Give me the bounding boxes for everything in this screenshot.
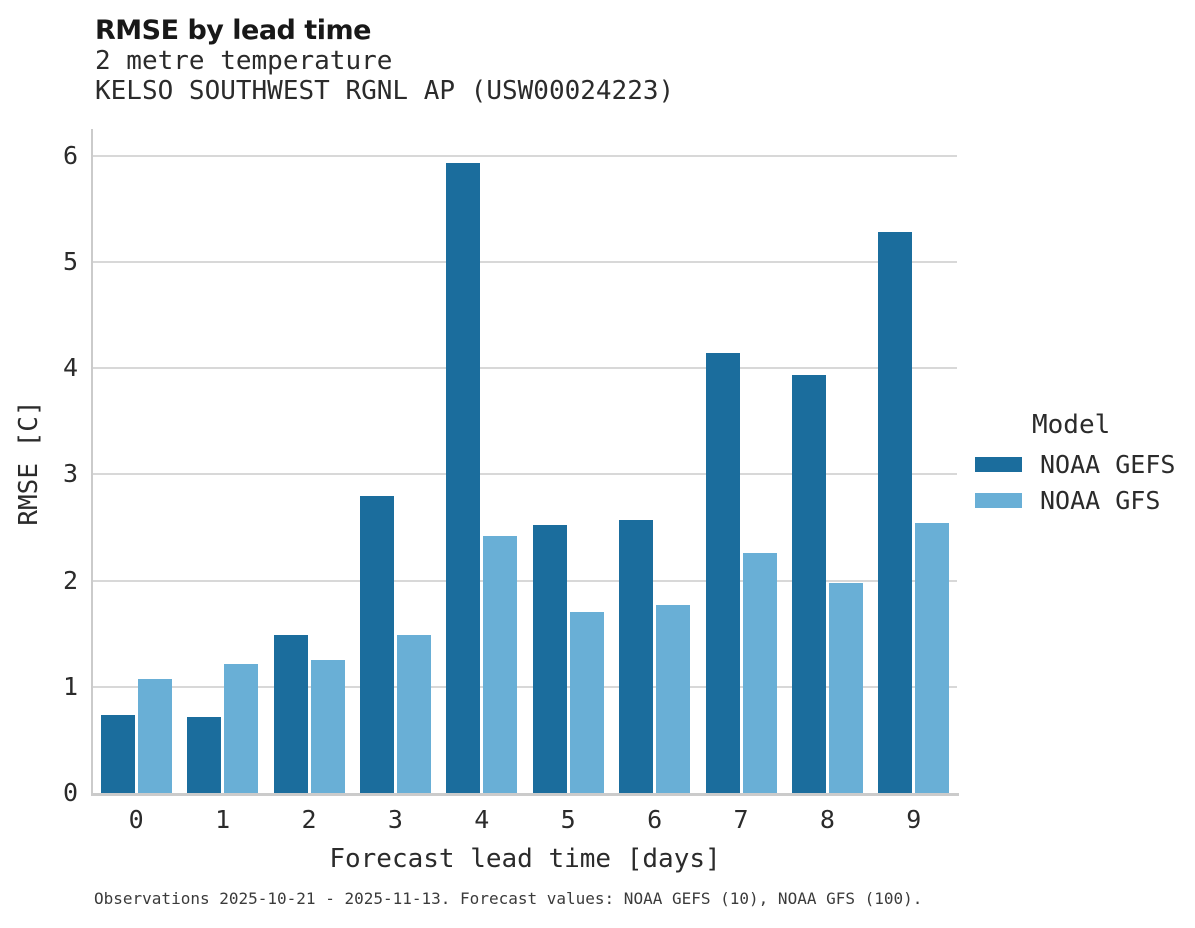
x-tick-label-5: 5 bbox=[560, 805, 576, 834]
legend-label: NOAA GEFS bbox=[1040, 450, 1176, 479]
x-tick-label-7: 7 bbox=[733, 805, 749, 834]
chart-header: RMSE by lead time 2 metre temperature KE… bbox=[95, 15, 675, 107]
y-tick-label-1: 1 bbox=[62, 671, 78, 701]
x-tick-label-3: 3 bbox=[387, 805, 403, 834]
plot-area bbox=[91, 129, 959, 796]
legend-entry-noaa-gfs: NOAA GFS bbox=[975, 486, 1160, 515]
legend-entry-noaa-gefs: NOAA GEFS bbox=[975, 450, 1175, 479]
x-axis-label: Forecast lead time [days] bbox=[329, 844, 721, 874]
legend-swatch-icon bbox=[975, 457, 1022, 472]
x-tick-label-2: 2 bbox=[301, 805, 317, 834]
chart-subtitle-station: KELSO SOUTHWEST RGNL AP (USW00024223) bbox=[95, 76, 675, 106]
y-tick-label-5: 5 bbox=[62, 246, 78, 276]
legend-label: NOAA GFS bbox=[1040, 486, 1161, 515]
legend-swatch-icon bbox=[975, 493, 1022, 508]
x-tick-label-8: 8 bbox=[819, 805, 835, 834]
y-tick-label-3: 3 bbox=[62, 459, 78, 489]
x-tick-label-0: 0 bbox=[128, 805, 144, 834]
chart-subtitle-variable: 2 metre temperature bbox=[95, 46, 393, 76]
chart-title: RMSE by lead time bbox=[95, 15, 371, 46]
x-tick-label-9: 9 bbox=[906, 805, 922, 834]
x-tick-label-1: 1 bbox=[215, 805, 231, 834]
y-tick-label-4: 4 bbox=[62, 353, 78, 383]
x-tick-label-6: 6 bbox=[647, 805, 663, 834]
y-axis-label: RMSE [C] bbox=[14, 400, 44, 526]
y-tick-label-0: 0 bbox=[62, 778, 78, 807]
y-tick-label-2: 2 bbox=[62, 565, 78, 595]
legend-title: Model bbox=[1032, 410, 1111, 440]
x-tick-label-4: 4 bbox=[474, 805, 490, 834]
chart-caption: Observations 2025-10-21 - 2025-11-13. Fo… bbox=[94, 889, 923, 908]
y-tick-label-6: 6 bbox=[62, 140, 78, 170]
